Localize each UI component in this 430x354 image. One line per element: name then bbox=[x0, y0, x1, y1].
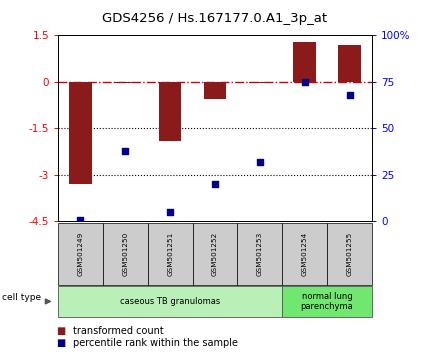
Point bbox=[256, 159, 263, 165]
Point bbox=[77, 217, 84, 223]
Bar bbox=[159, 82, 181, 141]
Text: GSM501249: GSM501249 bbox=[77, 232, 83, 276]
Bar bbox=[114, 82, 137, 84]
Text: cell type: cell type bbox=[2, 293, 41, 302]
Text: GSM501252: GSM501252 bbox=[212, 232, 218, 276]
Text: normal lung
parenchyma: normal lung parenchyma bbox=[301, 292, 353, 311]
Text: GSM501251: GSM501251 bbox=[167, 232, 173, 276]
Text: ■: ■ bbox=[56, 326, 65, 336]
Point bbox=[122, 148, 129, 154]
Text: GSM501253: GSM501253 bbox=[257, 232, 263, 276]
Point bbox=[167, 209, 174, 215]
Text: transformed count: transformed count bbox=[73, 326, 164, 336]
Bar bbox=[69, 82, 92, 184]
Bar bbox=[293, 41, 316, 82]
Point bbox=[212, 181, 218, 187]
Text: percentile rank within the sample: percentile rank within the sample bbox=[73, 338, 238, 348]
Text: GSM501254: GSM501254 bbox=[302, 232, 308, 276]
Text: GSM501255: GSM501255 bbox=[347, 232, 353, 276]
Text: caseous TB granulomas: caseous TB granulomas bbox=[120, 297, 220, 306]
Text: GDS4256 / Hs.167177.0.A1_3p_at: GDS4256 / Hs.167177.0.A1_3p_at bbox=[102, 12, 328, 25]
Bar bbox=[204, 82, 226, 99]
Bar bbox=[249, 82, 271, 84]
Text: ■: ■ bbox=[56, 338, 65, 348]
Text: GSM501250: GSM501250 bbox=[122, 232, 128, 276]
Point bbox=[301, 79, 308, 85]
Point bbox=[346, 92, 353, 98]
Bar bbox=[338, 45, 361, 82]
